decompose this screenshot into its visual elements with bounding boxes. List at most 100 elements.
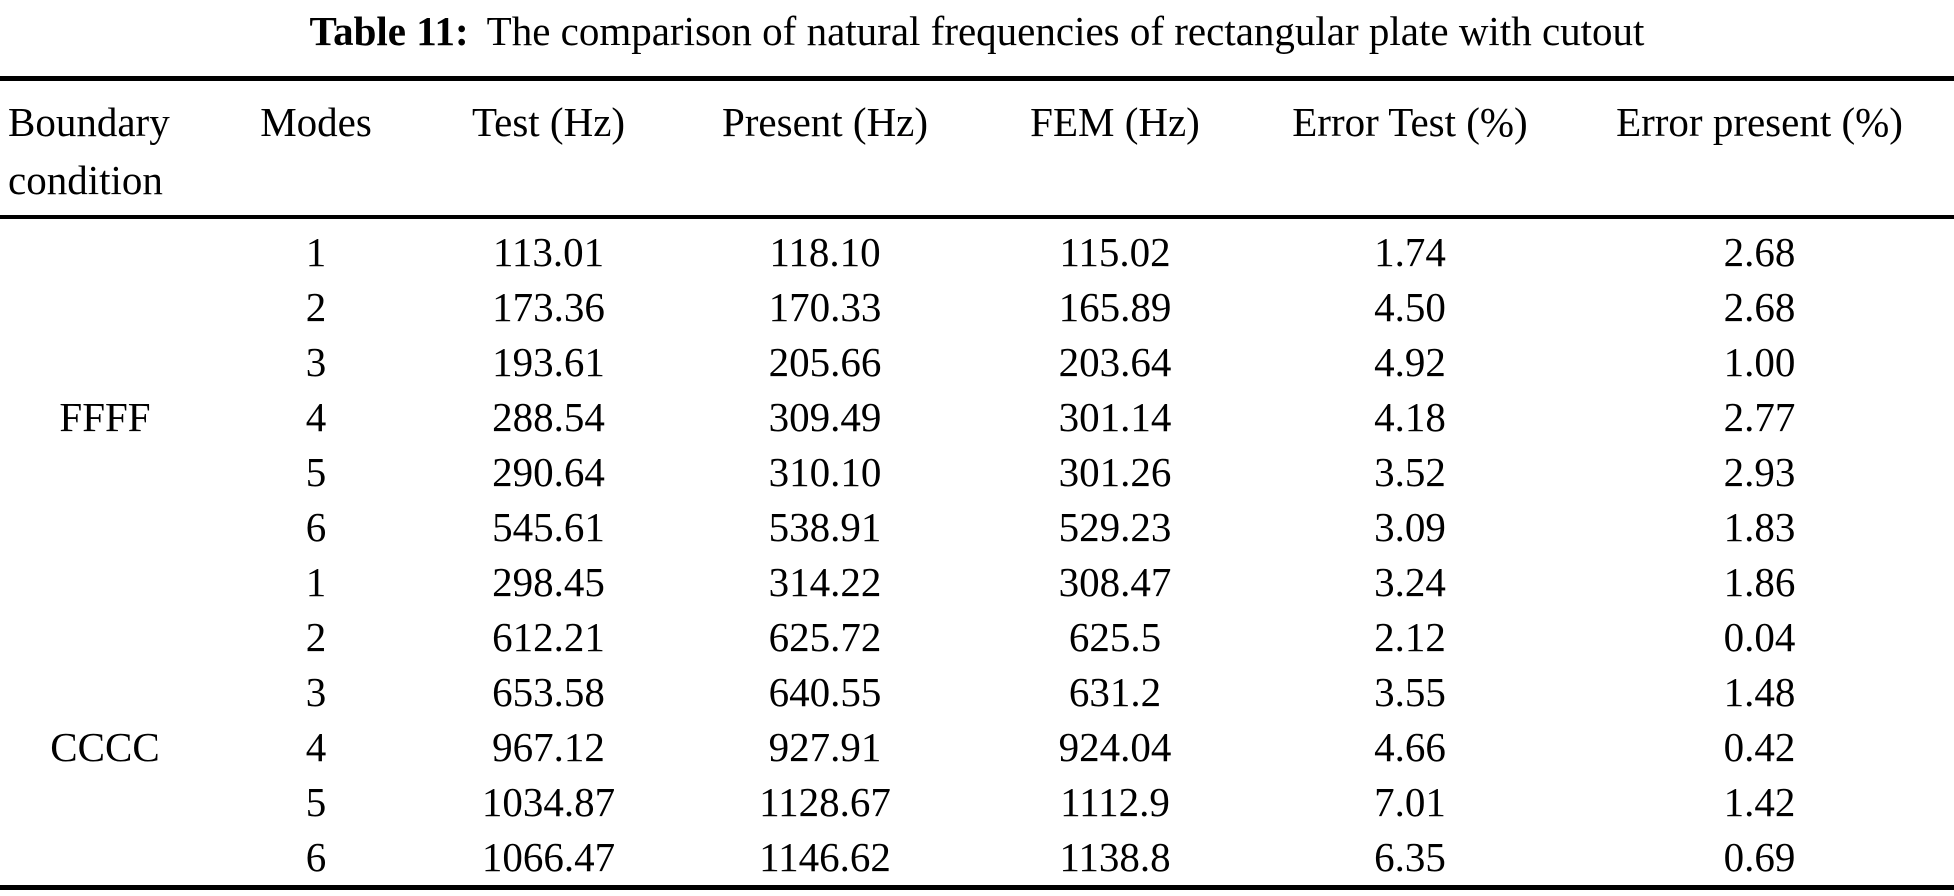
- error-present-cell: 2.68: [1723, 229, 1796, 275]
- test-cell: 1034.87: [481, 779, 616, 825]
- fem-cell: 308.47: [1058, 559, 1172, 605]
- error-present-cell: 2.77: [1723, 394, 1796, 440]
- table-row: 1 298.45 314.22 308.47 3.24 1.86: [0, 555, 1954, 610]
- test-cell: 290.64: [492, 449, 605, 495]
- present-cell: 118.10: [769, 229, 881, 275]
- table-caption-text: The comparison of natural frequencies of…: [486, 8, 1645, 54]
- error-present-cell: 1.00: [1723, 339, 1796, 385]
- mode-cell: 1: [305, 229, 327, 275]
- error-test-cell: 4.66: [1374, 724, 1446, 770]
- boundary-condition-cell: FFFF: [59, 394, 151, 440]
- fem-cell: 631.2: [1068, 669, 1162, 715]
- test-cell: 173.36: [492, 284, 605, 330]
- mode-cell: 5: [305, 779, 327, 825]
- error-present-cell: 2.93: [1723, 449, 1796, 495]
- error-test-cell: 3.24: [1374, 559, 1446, 605]
- mode-cell: 2: [305, 284, 327, 330]
- header-present-hz: Present (Hz): [675, 78, 975, 219]
- header-boundary-line2: condition: [8, 157, 163, 203]
- present-cell: 310.10: [768, 449, 882, 495]
- test-cell: 545.61: [492, 504, 605, 550]
- error-test-cell: 1.74: [1374, 229, 1446, 275]
- table-row: FFFF 4 288.54 309.49 301.14 4.18 2.77: [0, 390, 1954, 445]
- mode-cell: 2: [305, 614, 327, 660]
- boundary-condition-cell: [0, 217, 210, 280]
- fem-cell: 165.89: [1058, 284, 1172, 330]
- present-cell: 927.91: [768, 724, 882, 770]
- fem-cell: 301.14: [1058, 394, 1172, 440]
- error-test-cell: 3.09: [1374, 504, 1446, 550]
- table-row: 5 290.64 310.10 301.26 3.52 2.93: [0, 445, 1954, 500]
- table-row: CCCC 4 967.12 927.91 924.04 4.66 0.42: [0, 720, 1954, 775]
- mode-cell: 4: [305, 394, 327, 440]
- test-cell: 612.21: [492, 614, 605, 660]
- table-body: 1 113.01 118.10 115.02 1.74 2.68 2 173.36 170.33…: [0, 217, 1954, 888]
- error-present-cell: 1.83: [1723, 504, 1796, 550]
- test-cell: 1066.47: [481, 834, 616, 880]
- mode-cell: 4: [305, 724, 327, 770]
- table-row: 5 1034.87 1128.67 1112.9 7.01 1.42: [0, 775, 1954, 830]
- header-boundary-condition: Boundary condition: [0, 78, 210, 219]
- present-cell: 309.49: [768, 394, 882, 440]
- table-row: 3 193.61 205.66 203.64 4.92 1.00: [0, 335, 1954, 390]
- error-present-cell: 1.86: [1723, 559, 1796, 605]
- error-present-cell: 0.04: [1723, 614, 1796, 660]
- present-cell: 640.55: [768, 669, 882, 715]
- boundary-condition-cell: [0, 500, 210, 555]
- mode-cell: 6: [305, 504, 327, 550]
- table-row: 3 653.58 640.55 631.2 3.55 1.48: [0, 665, 1954, 720]
- error-test-cell: 3.55: [1374, 669, 1446, 715]
- table-caption: Table 11: The comparison of natural frequ…: [0, 0, 1954, 76]
- test-cell: 653.58: [492, 669, 605, 715]
- table-header: Boundary condition Modes Test (Hz) Prese…: [0, 78, 1954, 219]
- present-cell: 1128.67: [759, 779, 891, 825]
- table-row: 6 1066.47 1146.62 1138.8 6.35 0.69: [0, 830, 1954, 888]
- boundary-condition-cell: [0, 335, 210, 390]
- table-caption-label: Table 11:: [309, 8, 469, 54]
- test-cell: 193.61: [492, 339, 605, 385]
- test-cell: 298.45: [492, 559, 605, 605]
- header-error-present: Error present (%): [1565, 78, 1954, 219]
- error-present-cell: 1.48: [1723, 669, 1796, 715]
- error-test-cell: 4.50: [1374, 284, 1446, 330]
- boundary-condition-cell: [0, 665, 210, 720]
- fem-cell: 924.04: [1058, 724, 1172, 770]
- frequency-comparison-table: Boundary condition Modes Test (Hz) Prese…: [0, 76, 1954, 890]
- error-present-cell: 0.42: [1723, 724, 1796, 770]
- error-test-cell: 6.35: [1374, 834, 1446, 880]
- error-test-cell: 3.52: [1374, 449, 1446, 495]
- fem-cell: 115.02: [1059, 229, 1171, 275]
- mode-cell: 3: [305, 339, 327, 385]
- boundary-condition-cell: [0, 445, 210, 500]
- present-cell: 205.66: [768, 339, 882, 385]
- boundary-condition-cell: [0, 830, 210, 888]
- mode-cell: 5: [305, 449, 327, 495]
- header-test-hz: Test (Hz): [422, 78, 675, 219]
- present-cell: 1146.62: [759, 834, 891, 880]
- header-modes: Modes: [210, 78, 422, 219]
- error-present-cell: 0.69: [1723, 834, 1796, 880]
- error-test-cell: 4.18: [1374, 394, 1446, 440]
- table-row: 2 173.36 170.33 165.89 4.50 2.68: [0, 280, 1954, 335]
- error-present-cell: 2.68: [1723, 284, 1796, 330]
- table-header-row: Boundary condition Modes Test (Hz) Prese…: [0, 78, 1954, 219]
- present-cell: 538.91: [768, 504, 882, 550]
- fem-cell: 625.5: [1068, 614, 1162, 660]
- test-cell: 113.01: [492, 229, 605, 275]
- boundary-condition-cell: [0, 610, 210, 665]
- error-present-cell: 1.42: [1723, 779, 1796, 825]
- fem-cell: 529.23: [1058, 504, 1172, 550]
- boundary-condition-cell: [0, 280, 210, 335]
- mode-cell: 3: [305, 669, 327, 715]
- table-row: 2 612.21 625.72 625.5 2.12 0.04: [0, 610, 1954, 665]
- mode-cell: 1: [305, 559, 327, 605]
- test-cell: 288.54: [492, 394, 605, 440]
- error-test-cell: 4.92: [1374, 339, 1446, 385]
- header-fem-hz: FEM (Hz): [975, 78, 1255, 219]
- boundary-condition-cell: CCCC: [50, 724, 160, 770]
- table-row: 6 545.61 538.91 529.23 3.09 1.83: [0, 500, 1954, 555]
- present-cell: 314.22: [768, 559, 882, 605]
- fem-cell: 203.64: [1058, 339, 1172, 385]
- table-row: 1 113.01 118.10 115.02 1.74 2.68: [0, 217, 1954, 280]
